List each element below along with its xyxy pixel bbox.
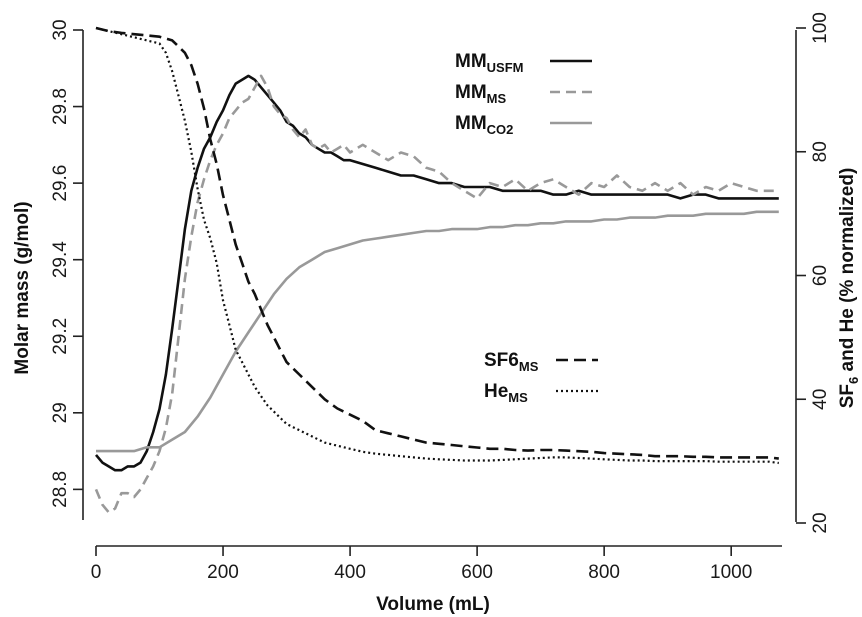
x-axis-ticks: 0 200 400 600 800 1000: [91, 546, 752, 583]
y-right-tick-label: 100: [810, 12, 831, 44]
x-tick-label: 1000: [710, 562, 752, 583]
legend-label-mm-co2: MMCO2: [455, 113, 513, 137]
y-right-axis-title: SF6 and He (% normalized): [837, 168, 861, 409]
y-right-tick-label: 80: [810, 141, 831, 162]
y-right-tick-label: 20: [810, 512, 831, 533]
y-left-tick-label: 29: [50, 402, 71, 423]
series-he-ms: [95, 26, 779, 465]
y-left-tick-label: 29.4: [50, 241, 71, 278]
y-left-tick-label: 29.6: [50, 165, 71, 202]
legend-label-mm-ms: MMMS: [455, 82, 506, 106]
y-left-tick-label: 28.8: [50, 471, 71, 508]
y-left-axis-ticks: 28.8 29 29.2 29.4 29.6 29.8 30: [50, 19, 83, 508]
y-left-tick-label: 29.2: [50, 318, 71, 355]
series-mm-usfm: [95, 74, 779, 472]
series-sf6-ms: [95, 26, 779, 460]
x-tick-label: 400: [334, 562, 366, 583]
legend-top: MMUSFM MMMS MMCO2: [455, 51, 592, 137]
series-layer: [94, 26, 779, 514]
y-left-axis-title: Molar mass (g/mol): [12, 201, 33, 374]
x-tick-label: 800: [588, 562, 620, 583]
x-axis-title: Volume (mL): [376, 594, 490, 615]
x-tick-label: 600: [461, 562, 493, 583]
x-tick-label: 200: [207, 562, 239, 583]
legend-bottom: SF6MS HeMS: [484, 350, 598, 405]
legend-label-mm-usfm: MMUSFM: [455, 51, 524, 75]
series-mm-ms: [94, 74, 779, 514]
series-mm-co2: [96, 210, 779, 453]
y-right-tick-label: 60: [810, 265, 831, 286]
y-left-tick-label: 29.8: [50, 88, 71, 125]
x-tick-label: 0: [91, 562, 102, 583]
y-left-tick-label: 30: [50, 19, 71, 40]
y-right-tick-label: 40: [810, 389, 831, 410]
y-right-axis-ticks: 20 40 60 80 100: [796, 12, 831, 534]
legend-label-sf6-ms: SF6MS: [484, 350, 539, 374]
legend-label-he-ms: HeMS: [484, 381, 528, 405]
